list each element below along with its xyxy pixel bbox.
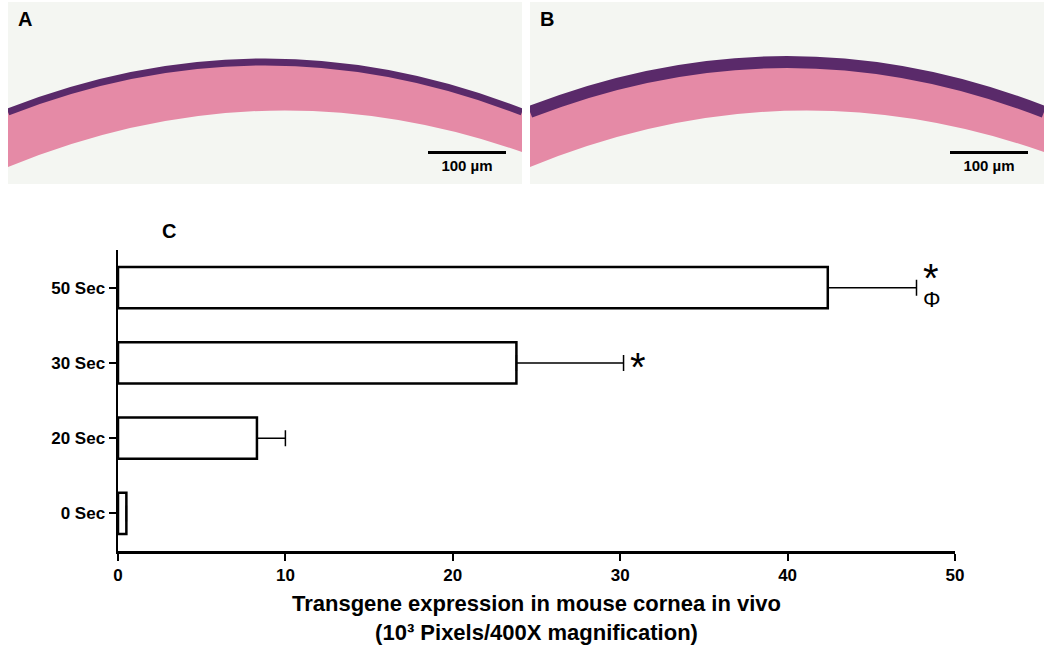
svg-text:*: * <box>630 345 646 389</box>
html-text:100 µm: 100 µm <box>963 157 1015 174</box>
svg-text:C: C <box>162 220 176 242</box>
svg-text:Transgene expression in mouse: Transgene expression in mouse cornea in … <box>292 591 781 645</box>
svg-text:20 Sec: 20 Sec <box>51 429 105 448</box>
svg-text:20: 20 <box>443 566 462 585</box>
svg-text:0 Sec: 0 Sec <box>61 504 105 523</box>
svg-text:50: 50 <box>946 566 965 585</box>
svg-text:*: * <box>923 256 939 300</box>
svg-text:30 Sec: 30 Sec <box>51 354 105 373</box>
svg-text:30: 30 <box>611 566 630 585</box>
svg-text:0: 0 <box>113 566 122 585</box>
html-text:100 µm: 100 µm <box>441 157 493 174</box>
svg-text:10: 10 <box>276 566 295 585</box>
html-text:B: B <box>540 8 555 30</box>
svg-text:Φ: Φ <box>923 287 941 312</box>
svg-text:40: 40 <box>778 566 797 585</box>
svg-text:50 Sec: 50 Sec <box>51 279 105 298</box>
html-text:A: A <box>18 8 33 30</box>
